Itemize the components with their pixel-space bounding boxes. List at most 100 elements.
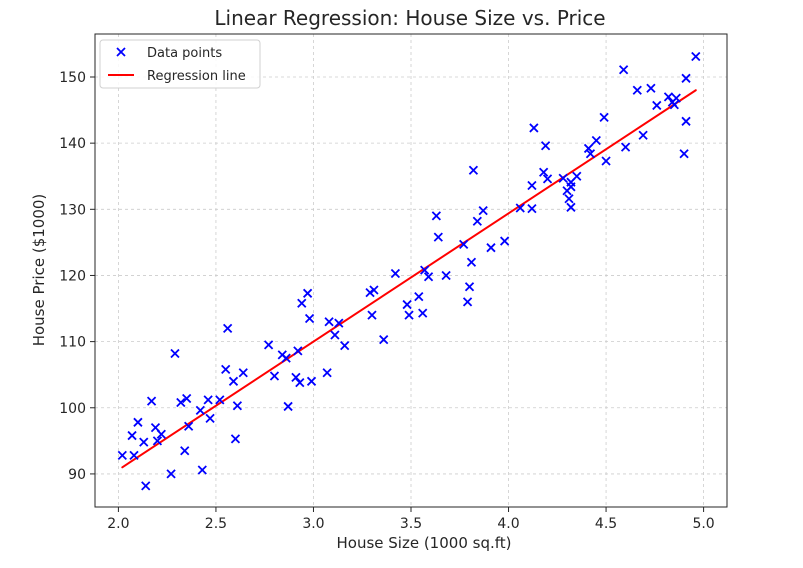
data-point — [281, 353, 291, 363]
data-point — [402, 299, 412, 310]
data-point — [499, 236, 510, 246]
data-point — [293, 346, 303, 356]
data-point — [379, 334, 389, 345]
data-point — [302, 288, 313, 298]
data-point — [564, 194, 574, 204]
data-point — [195, 405, 205, 416]
data-point — [585, 149, 596, 159]
data-point — [464, 282, 475, 292]
data-point — [539, 167, 549, 177]
data-point — [390, 268, 401, 279]
data-point — [152, 436, 163, 446]
data-point — [601, 156, 611, 166]
data-point — [527, 180, 537, 191]
legend-label-regression-line: Regression line — [147, 69, 246, 84]
data-point — [263, 340, 274, 350]
data-point — [423, 272, 434, 282]
data-point — [156, 429, 166, 439]
data-point — [433, 232, 443, 242]
data-point — [306, 376, 317, 386]
data-point — [618, 65, 629, 75]
data-point — [330, 330, 340, 340]
data-point — [591, 135, 601, 146]
data-point — [203, 395, 213, 405]
data-point — [232, 401, 243, 411]
x-tick-label: 4.5 — [595, 516, 617, 532]
data-point — [691, 51, 701, 62]
data-point — [127, 430, 137, 441]
data-point — [671, 93, 681, 103]
data-point — [297, 298, 307, 308]
legend: Data points Regression line — [99, 39, 261, 89]
data-point — [322, 368, 332, 378]
data-point — [295, 377, 305, 388]
y-tick-label: 150 — [59, 70, 86, 86]
legend-box — [99, 39, 261, 89]
data-point — [129, 450, 139, 461]
x-tick-label: 2.0 — [107, 516, 129, 532]
data-point — [230, 434, 241, 444]
data-point — [441, 270, 451, 281]
data-point — [478, 205, 488, 216]
data-point — [117, 450, 127, 461]
y-tick-label: 140 — [59, 136, 86, 152]
data-point — [228, 376, 239, 386]
data-points-layer — [117, 51, 701, 491]
data-point — [404, 310, 414, 320]
data-point — [681, 116, 691, 126]
x-tick-label: 5.0 — [692, 516, 714, 532]
data-point — [646, 83, 656, 93]
y-tick-label: 130 — [59, 202, 86, 218]
data-point — [340, 340, 350, 351]
data-point — [669, 100, 679, 110]
data-point — [486, 243, 496, 253]
data-point — [146, 396, 157, 406]
data-point — [269, 371, 280, 381]
data-point — [583, 143, 594, 154]
regression-line-layer — [121, 89, 697, 469]
data-point — [632, 85, 642, 95]
data-point — [681, 73, 691, 83]
data-point — [431, 211, 441, 221]
x-axis-label: House Size (1000 sq.ft) — [337, 534, 512, 552]
data-point — [183, 421, 194, 431]
data-point — [133, 417, 143, 427]
data-point — [139, 437, 149, 447]
data-point — [620, 142, 631, 152]
data-point — [679, 149, 689, 159]
data-point — [566, 202, 576, 212]
data-point — [468, 165, 479, 175]
data-point — [599, 112, 609, 122]
data-point — [558, 173, 568, 183]
data-point — [466, 257, 477, 267]
legend-marker-data-points — [116, 47, 126, 57]
data-point — [170, 348, 180, 359]
y-tick-label: 90 — [68, 467, 86, 483]
data-point — [414, 291, 424, 302]
grid — [95, 34, 727, 507]
data-point — [334, 318, 344, 328]
data-point — [540, 141, 551, 151]
data-point — [367, 310, 377, 320]
plot-frame — [94, 33, 728, 508]
data-point — [572, 171, 582, 181]
x-tick-label: 2.5 — [205, 516, 227, 532]
y-tick-label: 120 — [59, 268, 86, 284]
data-point — [527, 204, 537, 214]
data-point — [141, 481, 151, 491]
data-point — [291, 372, 301, 382]
x-tick-label: 3.0 — [302, 516, 324, 532]
data-point — [420, 265, 430, 275]
data-point — [182, 393, 192, 404]
data-point — [238, 368, 248, 378]
data-point — [324, 317, 334, 327]
x-tick-label: 3.5 — [400, 516, 422, 532]
data-point — [515, 203, 525, 213]
data-point — [166, 469, 176, 479]
y-axis-label: House Price ($1000) — [30, 194, 48, 347]
data-point — [369, 285, 379, 295]
data-point — [221, 364, 231, 375]
data-point — [223, 323, 233, 334]
data-point — [418, 308, 428, 318]
